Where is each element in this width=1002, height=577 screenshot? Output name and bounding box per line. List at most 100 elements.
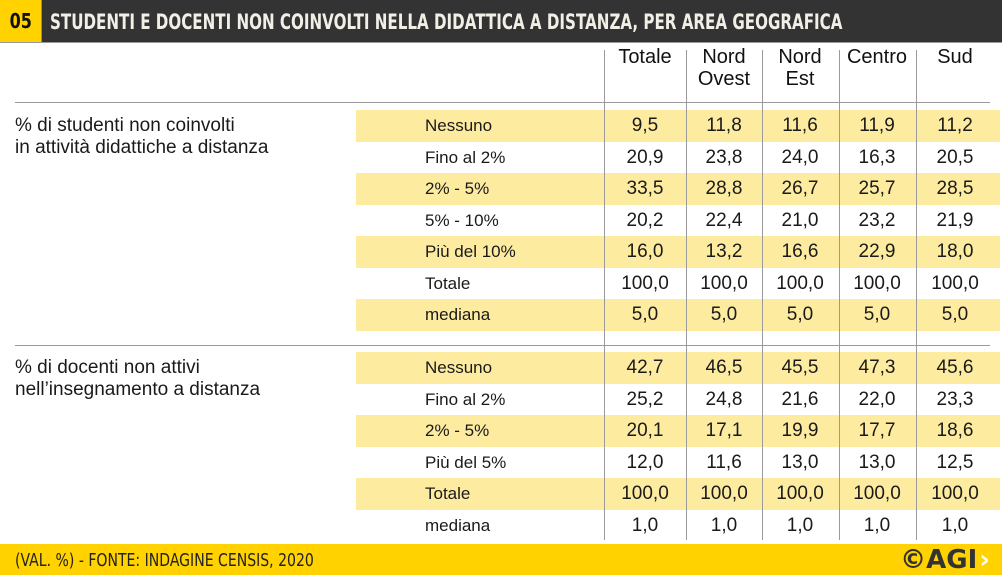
table-cell: 13,0 [781, 451, 819, 473]
table-cell: 28,5 [936, 178, 974, 199]
row-label: Fino al 2% [425, 389, 506, 409]
table-cell: 21,9 [936, 209, 974, 231]
chevron-right-icon: › [979, 545, 990, 575]
column-header: Totale [618, 46, 672, 68]
column-divider [839, 50, 840, 540]
column-header: Nord Ovest [697, 46, 751, 90]
table-cell: 1,0 [631, 514, 659, 536]
table-cell: 9,5 [631, 115, 659, 136]
row-label: Totale [425, 273, 471, 293]
table-cell: 16,3 [858, 146, 896, 168]
table-row: Totale 100,0 100,0 100,0 100,0 100,0 [356, 268, 1000, 300]
table-cell: 33,5 [626, 178, 664, 199]
table-cell: 26,7 [781, 178, 819, 199]
table-cell: 1,0 [710, 514, 738, 536]
table-cell: 11,8 [706, 115, 742, 136]
row-label: mediana [425, 515, 491, 535]
table-cell: 16,6 [781, 241, 819, 262]
table-cell: 18,6 [936, 420, 974, 441]
table-cell: 5,0 [941, 304, 969, 325]
table-cell: 1,0 [786, 514, 814, 536]
table-cell: 100,0 [931, 272, 979, 294]
table-cell: 45,5 [781, 357, 819, 378]
table-cell: 23,3 [936, 388, 974, 410]
row-label: Più del 10% [425, 242, 516, 261]
row-label: mediana [425, 305, 491, 324]
table-cell: 100,0 [776, 272, 824, 294]
column-header: Sud [937, 46, 973, 68]
table-row: 2% - 5% 33,5 28,8 26,7 25,7 28,5 [356, 173, 1000, 205]
column-header: Centro [846, 46, 908, 68]
table-cell: 11,9 [859, 115, 895, 136]
table-cell: 100,0 [621, 272, 669, 294]
table-row: Più del 5% 12,0 11,6 13,0 13,0 12,5 [356, 447, 1000, 479]
row-label: 5% - 10% [425, 210, 499, 230]
table-row: Fino al 2% 25,2 24,8 21,6 22,0 23,3 [356, 384, 1000, 416]
column-header: Nord Est [778, 46, 822, 90]
table-cell: 18,0 [936, 241, 974, 262]
table-cell: 11,2 [937, 115, 973, 136]
table-row: 2% - 5% 20,1 17,1 19,9 17,7 18,6 [356, 415, 1000, 447]
table-row: Nessuno 42,7 46,5 45,5 47,3 45,6 [356, 352, 1000, 384]
row-label: Più del 5% [425, 452, 507, 472]
row-label: Fino al 2% [425, 147, 506, 167]
table-cell: 5,0 [786, 304, 814, 325]
column-divider [686, 50, 687, 540]
table-cell: 100,0 [621, 483, 669, 504]
table-row: Totale 100,0 100,0 100,0 100,0 100,0 [356, 478, 1000, 510]
table-cell: 21,0 [781, 209, 819, 231]
row-label: Nessuno [425, 116, 493, 135]
row-label: 2% - 5% [425, 179, 490, 198]
table-cell: 42,7 [626, 357, 664, 378]
table-row: mediana 5,0 5,0 5,0 5,0 5,0 [356, 299, 1000, 331]
table-cell: 1,0 [863, 514, 891, 536]
table-cell: 17,1 [705, 420, 743, 441]
group-label: % di docenti non attivi nell’insegnamento… [15, 357, 261, 400]
table-row: mediana 1,0 1,0 1,0 1,0 1,0 [356, 510, 1000, 542]
table-row: Più del 10% 16,0 13,2 16,6 22,9 18,0 [356, 236, 1000, 268]
table-cell: 22,0 [858, 388, 896, 410]
table-row: 5% - 10% 20,2 22,4 21,0 23,2 21,9 [356, 205, 1000, 237]
table-row: Fino al 2% 20,9 23,8 24,0 16,3 20,5 [356, 142, 1000, 174]
table-cell: 23,2 [858, 209, 896, 231]
table-cell: 45,6 [936, 357, 974, 378]
table-cell: 22,9 [858, 241, 896, 262]
table-cell: 5,0 [863, 304, 891, 325]
chart-number: 05 [0, 0, 42, 42]
title-bar: 05 STUDENTI E DOCENTI NON COINVOLTI NELL… [0, 0, 1002, 43]
agi-logo: ©AGI › [900, 545, 990, 575]
table-cell: 25,7 [858, 178, 896, 199]
table-cell: 11,6 [782, 115, 818, 136]
table-cell: 100,0 [700, 272, 748, 294]
footer-bar: (VAL. %) - FONTE: INDAGINE CENSIS, 2020 … [0, 544, 1002, 575]
table-cell: 5,0 [631, 304, 659, 325]
table-cell: 47,3 [858, 357, 896, 378]
table-cell: 12,5 [936, 451, 974, 473]
table-cell: 13,0 [858, 451, 896, 473]
table-cell: 5,0 [710, 304, 738, 325]
table-cell: 24,0 [781, 146, 819, 168]
table-cell: 22,4 [705, 209, 743, 231]
table-cell: 25,2 [626, 388, 664, 410]
table-cell: 12,0 [626, 451, 664, 473]
table-cell: 20,5 [936, 146, 974, 168]
table-row: Nessuno 9,5 11,8 11,6 11,9 11,2 [356, 110, 1000, 142]
column-divider [762, 50, 763, 540]
table-cell: 100,0 [700, 483, 748, 504]
table-cell: 1,0 [941, 514, 969, 536]
row-label: Totale [425, 484, 471, 503]
group-label: % di studenti non coinvolti in attività d… [15, 115, 269, 158]
table-cell: 100,0 [853, 272, 901, 294]
row-label: Nessuno [425, 358, 493, 377]
table-cell: 24,8 [705, 388, 743, 410]
table-cell: 100,0 [776, 483, 824, 504]
table-cell: 46,5 [705, 357, 743, 378]
column-divider [916, 50, 917, 540]
agi-logo-text: ©AGI [900, 545, 978, 575]
table-cell: 19,9 [781, 420, 819, 441]
table-cell: 13,2 [705, 241, 743, 262]
chart-title: STUDENTI E DOCENTI NON COINVOLTI NELLA D… [50, 10, 843, 34]
table-cell: 23,8 [705, 146, 743, 168]
column-divider [604, 50, 605, 540]
table-cell: 20,1 [626, 420, 664, 441]
